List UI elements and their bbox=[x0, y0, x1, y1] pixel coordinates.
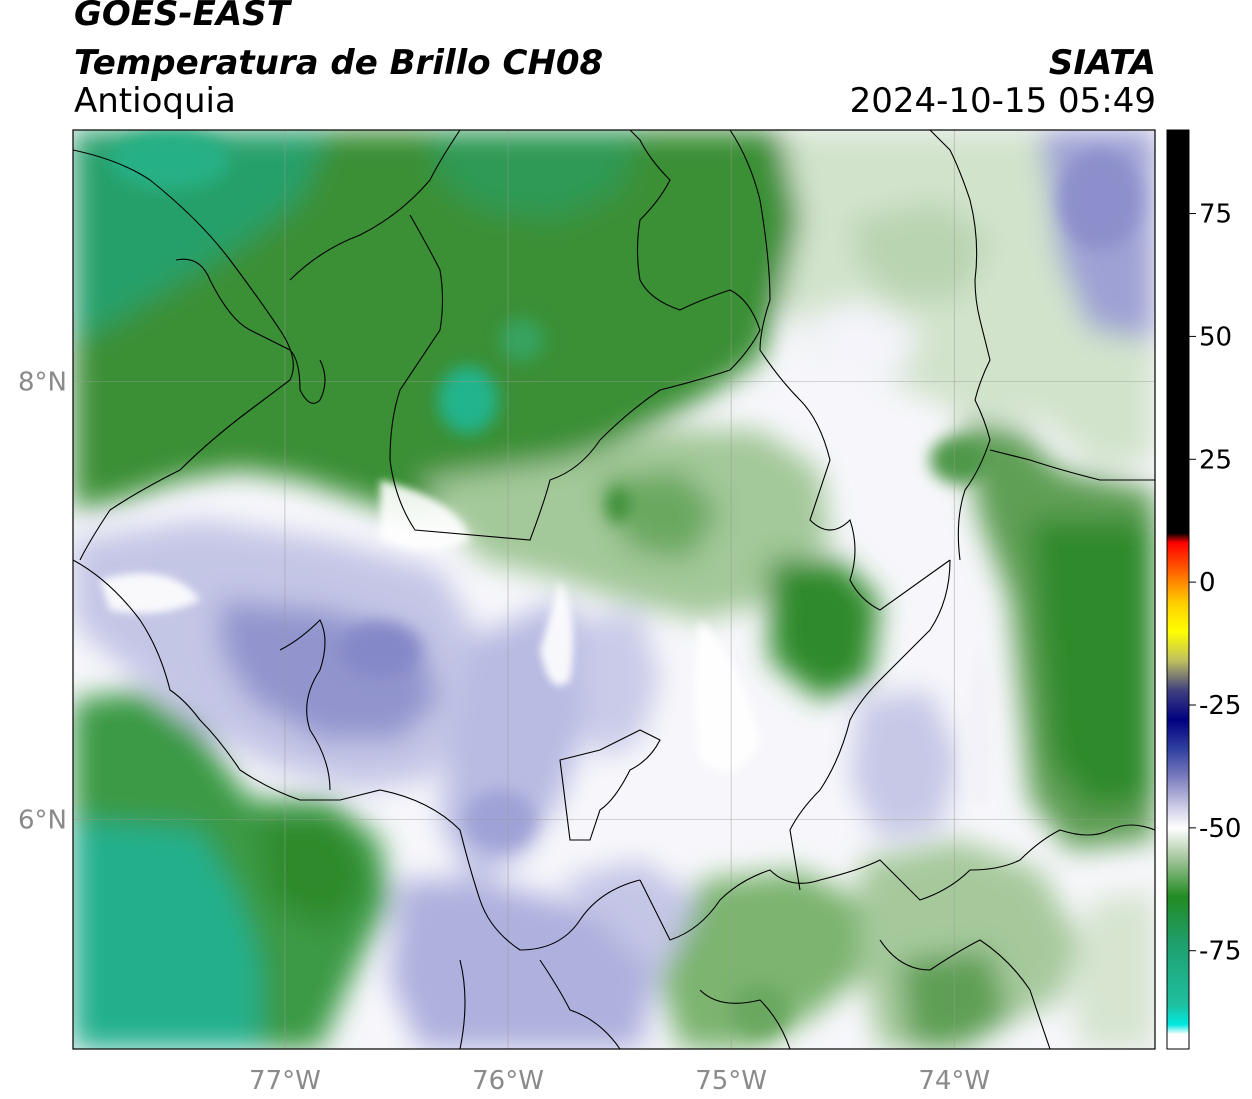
satellite-title: GOES-EAST bbox=[74, 0, 290, 34]
colorbar bbox=[1166, 129, 1190, 1050]
longitude-tick-label: 77°W bbox=[249, 1066, 321, 1096]
coastline-uraba bbox=[73, 149, 294, 561]
colorbar-tick-label: 50 bbox=[1199, 322, 1232, 352]
dept-boundary-south bbox=[459, 939, 1051, 1049]
dept-boundary-choco bbox=[73, 559, 641, 951]
temperature-field bbox=[73, 130, 1155, 1049]
gulf-shore bbox=[289, 130, 461, 281]
dept-boundary-bolivar bbox=[729, 130, 951, 611]
timestamp-label: 2024-10-15 05:49 bbox=[849, 81, 1156, 121]
latitude-tick-label: 8°N bbox=[18, 368, 67, 398]
longitude-tick-label: 74°W bbox=[918, 1066, 990, 1096]
medellin-metro bbox=[559, 729, 661, 841]
dept-boundary-east bbox=[989, 449, 1155, 481]
region-label: Antioquia bbox=[74, 81, 236, 121]
dept-boundary-cordoba bbox=[389, 130, 761, 541]
map-frame bbox=[72, 129, 1156, 1050]
product-title: Temperatura de Brillo CH08 bbox=[74, 43, 604, 83]
colorbar-tick-label: -50 bbox=[1199, 814, 1241, 844]
latitude-labels: 8°N 6°N bbox=[18, 368, 67, 836]
colorbar-tick-label: -75 bbox=[1199, 937, 1241, 967]
dept-boundary-boyaca bbox=[789, 559, 951, 891]
admin-boundaries bbox=[73, 130, 1155, 1049]
coastline-inner bbox=[175, 258, 326, 404]
latitude-tick-label: 6°N bbox=[18, 805, 67, 835]
colorbar-tick-label: 25 bbox=[1199, 445, 1232, 475]
longitude-tick-label: 75°W bbox=[695, 1066, 767, 1096]
dept-boundary-caldas bbox=[639, 824, 1155, 941]
colorbar-tick-label: 0 bbox=[1199, 568, 1216, 598]
colorbar-tick-label: -25 bbox=[1199, 691, 1241, 721]
longitude-tick-label: 76°W bbox=[472, 1066, 544, 1096]
map-gridlines bbox=[73, 130, 1155, 1049]
organization-label: SIATA bbox=[1048, 43, 1156, 83]
colorbar-ticks: 75 50 25 0 -25 -50 -75 bbox=[1189, 200, 1241, 967]
dept-boundary-santander bbox=[929, 130, 991, 561]
longitude-labels: 77°W 76°W 75°W 74°W bbox=[249, 1066, 990, 1096]
colorbar-tick-label: 75 bbox=[1199, 200, 1232, 230]
dept-boundary-choco-inner bbox=[279, 619, 331, 791]
